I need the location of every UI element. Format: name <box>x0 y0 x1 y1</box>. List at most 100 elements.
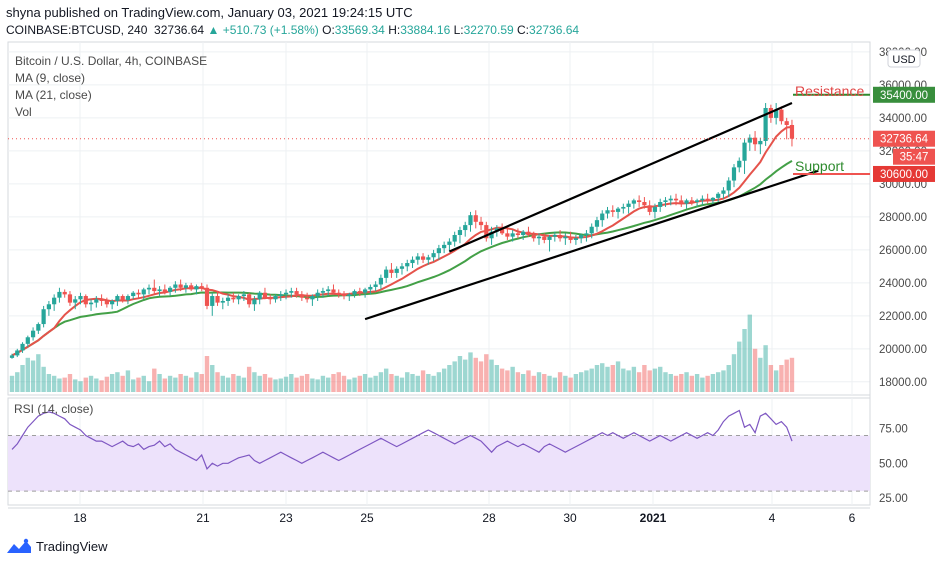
symbol-label: COINBASE:BTCUSD, 240 <box>6 23 148 37</box>
x-tick-label: 30 <box>563 511 577 525</box>
candle-body <box>189 285 194 290</box>
candle-body <box>310 296 315 300</box>
candle-body <box>473 215 478 222</box>
volume-bar <box>315 379 320 392</box>
volume-bar <box>352 377 357 392</box>
resistance-price-tag <box>873 86 935 103</box>
change-label: +510.73 (+1.58%) <box>222 23 319 37</box>
candle-body <box>505 233 510 237</box>
volume-bar <box>420 370 426 392</box>
candle-body <box>763 107 768 141</box>
volume-bar <box>547 375 552 392</box>
candle-body <box>320 291 326 293</box>
candle-body <box>779 109 784 122</box>
candle-body <box>742 142 747 161</box>
candle-body <box>331 289 336 293</box>
candle-body <box>573 238 578 240</box>
candle-body <box>758 140 763 145</box>
volume-bar <box>310 378 315 392</box>
volume-bar <box>283 376 289 392</box>
legend-ma21: MA (21, close) <box>15 88 92 102</box>
volume-bar <box>115 372 120 392</box>
volume-bar <box>499 368 505 392</box>
candle-body <box>500 228 505 234</box>
volume-bar <box>526 370 531 392</box>
footer-brand[interactable]: TradingView <box>6 538 108 554</box>
volume-bar <box>199 374 204 392</box>
volume-bar <box>410 374 415 392</box>
candle-body <box>468 215 473 226</box>
volume-bar <box>141 375 146 392</box>
volume-bar <box>684 372 689 392</box>
candle-body <box>658 202 663 207</box>
volume-bar <box>347 379 352 392</box>
open-value: 33569.34 <box>334 23 385 37</box>
candle-body <box>215 296 220 303</box>
candle-body <box>204 287 210 306</box>
volume-bar <box>246 366 252 392</box>
candle-body <box>347 294 352 297</box>
volume-bar <box>294 377 299 392</box>
volume-bar <box>705 375 710 392</box>
volume-bar <box>394 375 399 392</box>
volume-bar <box>178 374 183 392</box>
volume-bar <box>399 377 405 392</box>
candle-body <box>326 289 331 292</box>
volume-bar <box>489 359 494 392</box>
candle-body <box>83 296 88 305</box>
candle-body <box>552 234 557 237</box>
candle-body <box>737 160 742 168</box>
candle-body <box>789 124 795 139</box>
candle-body <box>784 121 789 125</box>
volume-bar <box>341 375 347 392</box>
legend-title: Bitcoin / U.S. Dollar, 4h, COINBASE <box>15 54 208 68</box>
candle-body <box>579 234 584 239</box>
candle-body <box>420 256 426 260</box>
publish-line: shyna published on TradingView.com, Janu… <box>6 5 413 20</box>
candle-body <box>67 294 73 303</box>
support-price-tag-label: 30600.00 <box>880 169 928 181</box>
volume-bar <box>368 377 373 392</box>
volume-bar <box>415 375 420 392</box>
volume-bar <box>183 375 189 392</box>
x-tick-label: 4 <box>769 511 776 525</box>
candle-body <box>46 304 51 310</box>
volume-bar <box>152 368 157 392</box>
x-tick-label: 18 <box>73 511 87 525</box>
resistance-label: Resistance <box>795 83 864 99</box>
volume-bar <box>109 374 115 392</box>
candle-body <box>584 233 589 235</box>
volume-bar <box>542 374 547 392</box>
volume-bar <box>336 372 341 392</box>
x-tick-label: 28 <box>482 511 496 525</box>
candle-body <box>15 350 20 356</box>
y-tick-label: 26000.00 <box>879 245 927 257</box>
high-value: 33884.16 <box>400 23 451 37</box>
upper-channel-line <box>448 102 793 253</box>
volume-bar <box>104 376 110 392</box>
candle-body <box>521 231 526 235</box>
candle-body <box>247 294 252 305</box>
candle-body <box>25 337 30 344</box>
x-tick-label: 21 <box>196 511 210 525</box>
volume-bar <box>320 375 326 392</box>
candle-body <box>183 285 189 288</box>
last-price-tag-label: 32736.64 <box>880 134 929 146</box>
candle-body <box>589 226 594 234</box>
candle-body <box>615 208 621 212</box>
volume-bar <box>779 365 784 392</box>
candle-body <box>173 284 178 288</box>
candle-body <box>262 292 268 298</box>
candle-body <box>594 220 600 227</box>
candle-body <box>389 269 394 273</box>
volume-bar <box>494 365 500 392</box>
candle-body <box>431 253 436 258</box>
symbol-ohlc-line: COINBASE:BTCUSD, 240 32736.64 ▲ +510.73 … <box>6 23 579 37</box>
lower-channel-line <box>364 169 819 321</box>
volume-bar <box>600 363 605 392</box>
candle-body <box>299 294 304 298</box>
candle-body <box>41 309 46 325</box>
volume-bar <box>436 372 442 392</box>
candle-body <box>415 256 420 260</box>
